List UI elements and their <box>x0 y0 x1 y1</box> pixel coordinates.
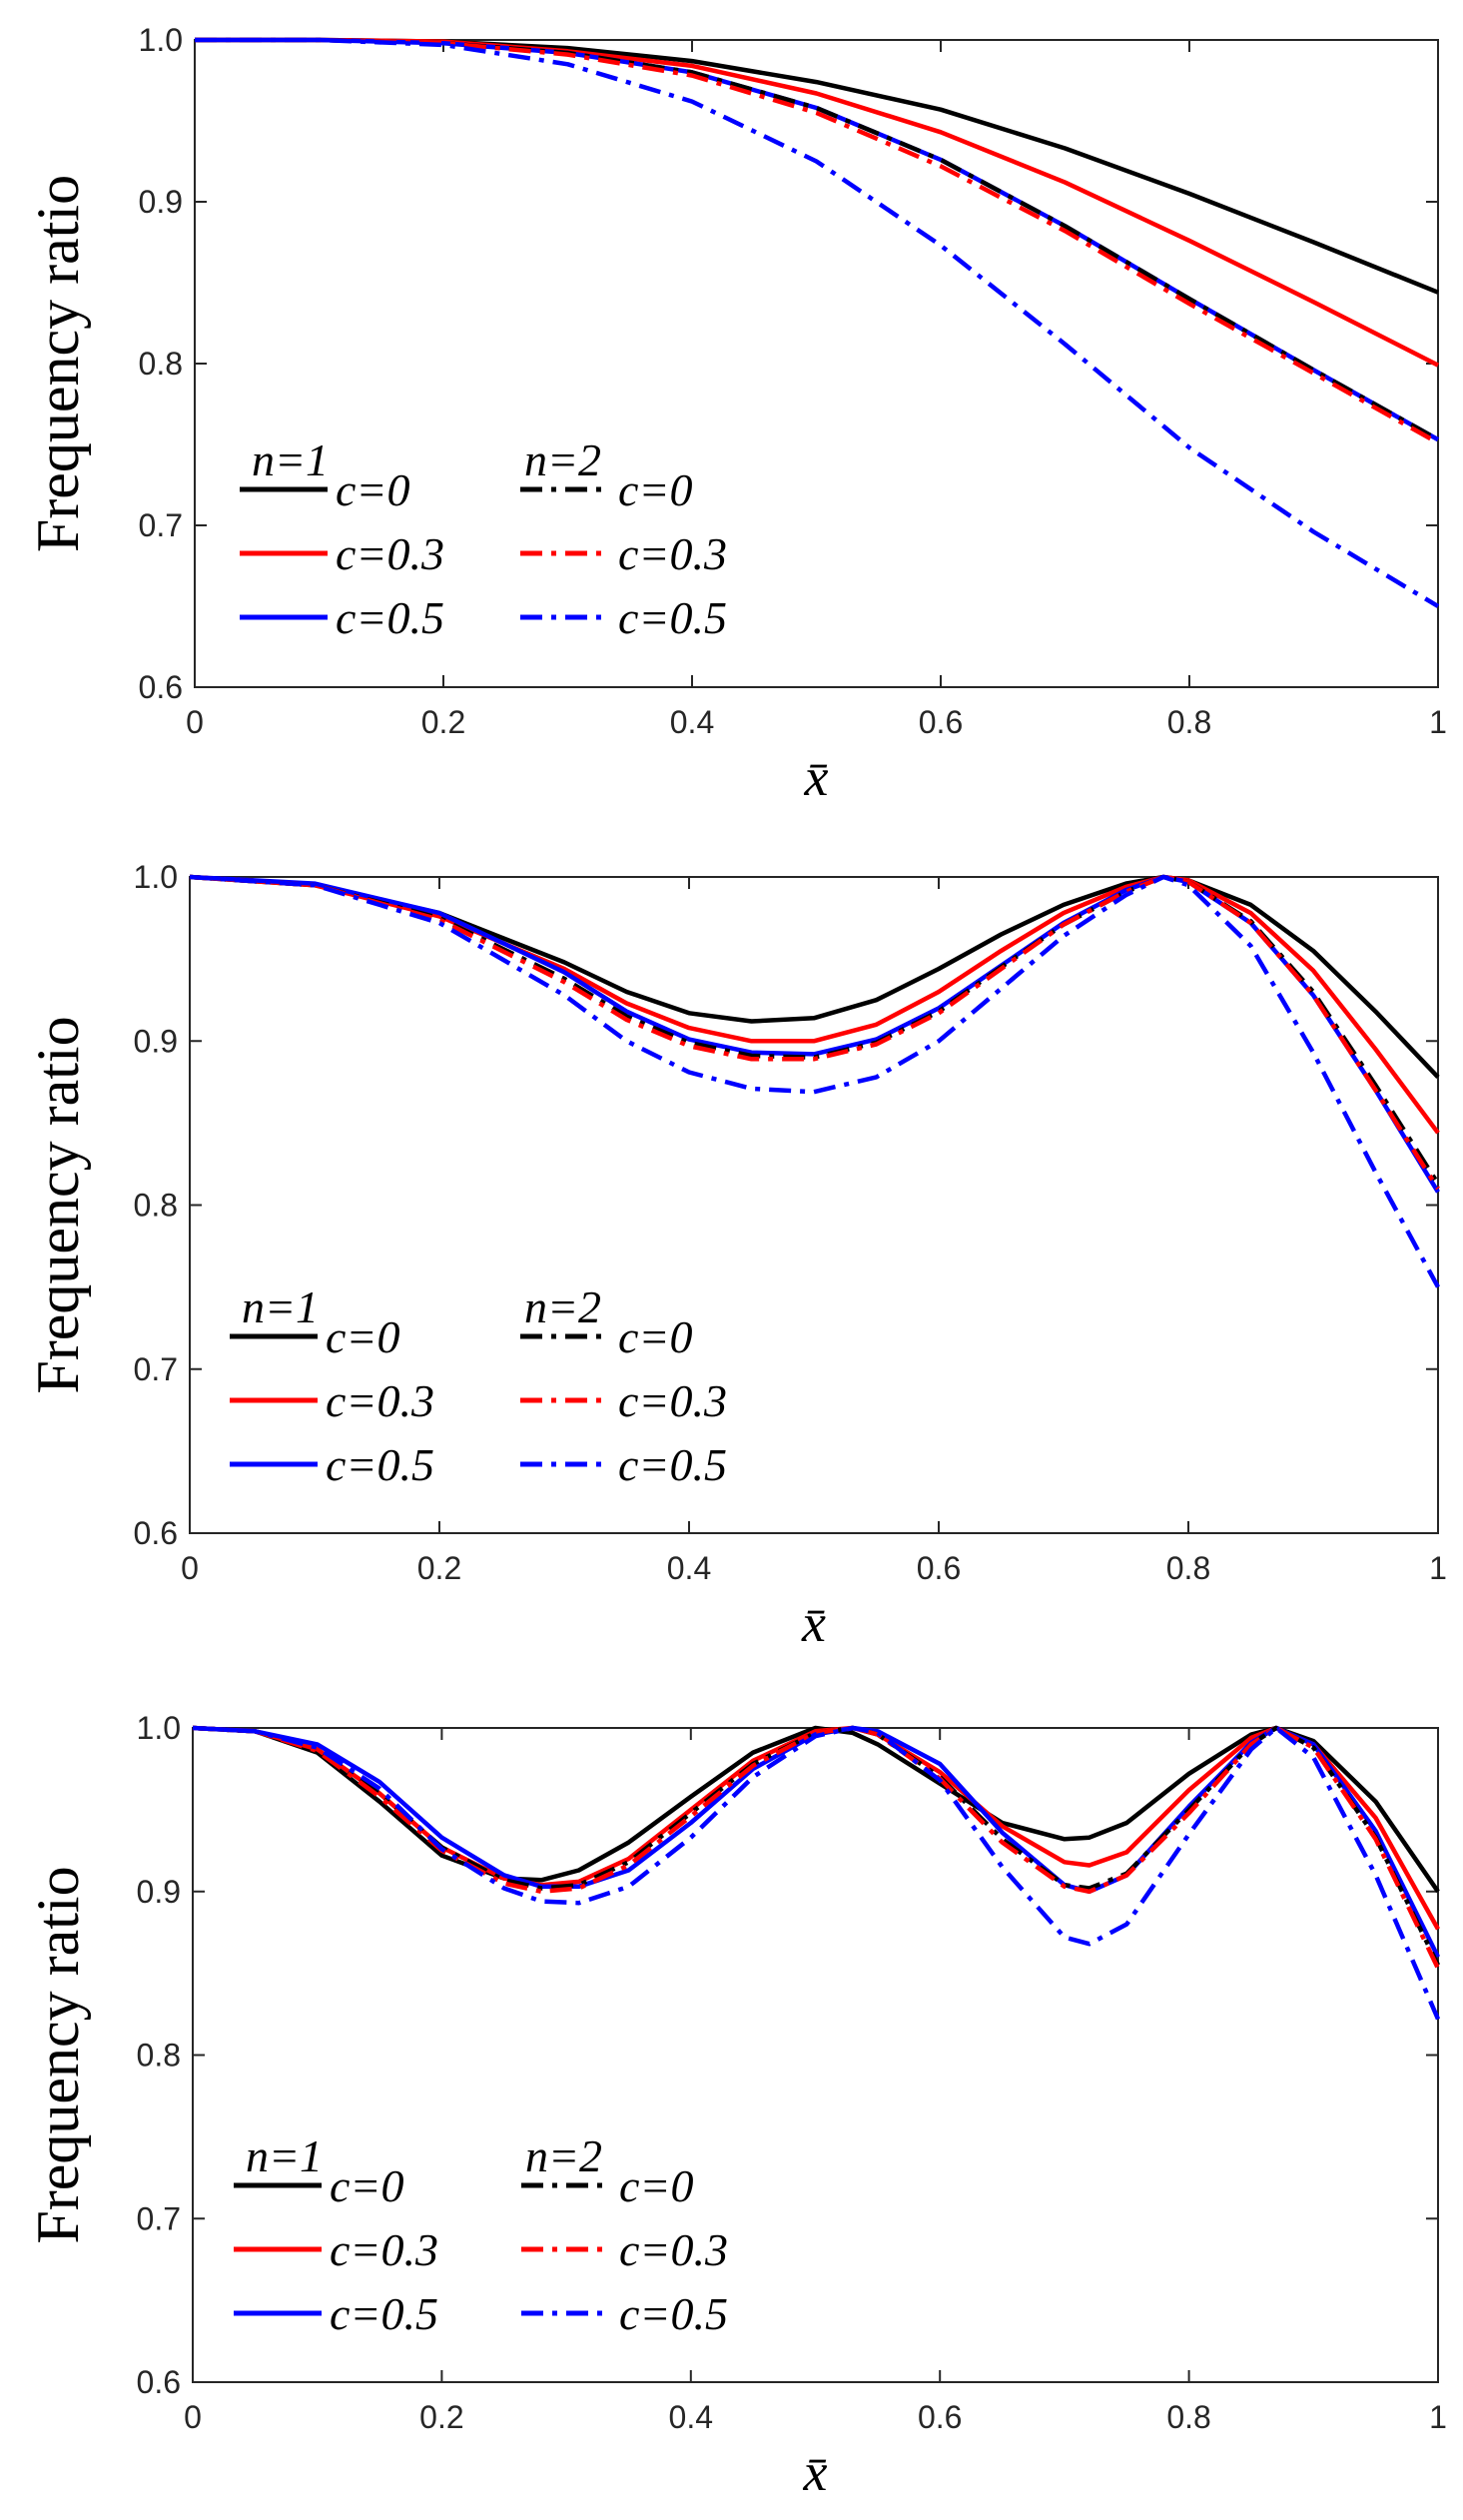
series-line-n1-c0 <box>189 874 1440 1079</box>
plot-frame <box>194 39 1439 688</box>
series-line-n1-c0 <box>195 37 1439 295</box>
legend-label-n2: c=0.3 <box>618 1375 727 1426</box>
series-line-n2-c03 <box>195 37 1440 445</box>
legend-title-n2: n=2 <box>525 2130 602 2181</box>
legend-label-n2: c=0 <box>619 2160 693 2211</box>
series-line-n2-c0 <box>195 37 1440 442</box>
legend-label-n2: c=0.5 <box>618 1439 727 1490</box>
legend-label-n1: c=0.5 <box>326 1439 434 1490</box>
series-line-n1-c03 <box>192 1725 1440 1931</box>
legend-title-n1: n=1 <box>246 2130 323 2181</box>
panel-middle: 0 0.2 0.4 0.6 0.8 1 0.6 0.7 0.8 0.9 1.0 Frequency r… <box>25 859 1447 1653</box>
legend-title-n1: n=1 <box>252 434 329 485</box>
series-line-n1-c05 <box>192 1725 1441 1959</box>
x-tick-label: 0 <box>186 704 204 740</box>
y-tick-label: 1.0 <box>134 859 178 895</box>
y-axis-label: Frequency ratio <box>25 175 91 552</box>
legend-label-n2: c=0.5 <box>619 2288 728 2339</box>
x-axis-label: x̄ <box>801 1593 826 1653</box>
series-line-n2-c05 <box>192 1725 1441 2021</box>
y-tick-label: 0.9 <box>134 1023 178 1059</box>
y-tick-label: 0.7 <box>134 1351 178 1387</box>
x-tick-label: 0.2 <box>419 2399 463 2435</box>
y-tick-label: 1.0 <box>137 1710 181 1746</box>
x-tick-label: 1 <box>1429 2399 1447 2435</box>
legend-label-n2: c=0 <box>618 464 692 515</box>
x-tick-label: 1 <box>1429 1550 1447 1586</box>
x-tick-label: 0.6 <box>918 2399 962 2435</box>
legend-label-n2: c=0.3 <box>618 528 727 579</box>
legend: n=1 n=2 c=0 c=0 c=0.3 c=0.3 c=0.5 c=0.5 <box>230 1281 727 1490</box>
y-tick-label: 0.7 <box>139 507 183 543</box>
legend-label-n1: c=0.3 <box>336 528 444 579</box>
x-tick-label: 0 <box>181 1550 199 1586</box>
y-axis-label: Frequency ratio <box>25 1016 91 1393</box>
x-tick-label: 0.4 <box>669 2399 713 2435</box>
plot-frame <box>192 1727 1439 2383</box>
series-line-n2-c0 <box>192 1725 1441 1967</box>
y-tick-label: 0.7 <box>137 2200 181 2236</box>
x-tick-label: 0.2 <box>421 704 465 740</box>
y-tick-label: 1.0 <box>139 22 183 58</box>
x-tick-label: 0.2 <box>417 1550 461 1586</box>
y-axis-label: Frequency ratio <box>25 1866 91 2243</box>
legend-label-n1: c=0.3 <box>326 1375 434 1426</box>
y-tick-label: 0.8 <box>137 2038 181 2074</box>
legend-label-n1: c=0.3 <box>330 2224 438 2275</box>
legend-label-n1: c=0.5 <box>336 592 444 643</box>
legend-title-n1: n=1 <box>242 1281 319 1332</box>
y-tick-label: 0.6 <box>134 1515 178 1551</box>
x-axis-label: x̄ <box>803 2442 828 2502</box>
y-tick-label: 0.8 <box>139 346 183 382</box>
x-tick-label: 0.4 <box>670 704 714 740</box>
plot-frame <box>189 876 1439 1534</box>
x-tick-label: 0.8 <box>1166 1550 1210 1586</box>
series-line-n2-c05 <box>189 874 1440 1288</box>
x-axis-label: x̄ <box>804 747 829 807</box>
series-line-n1-c0 <box>192 1725 1440 1894</box>
x-tick-label: 0.8 <box>1167 704 1211 740</box>
y-tick-label: 0.6 <box>139 669 183 705</box>
x-tick-label: 0.4 <box>667 1550 711 1586</box>
panel-bottom: 0 0.2 0.4 0.6 0.8 1 0.6 0.7 0.8 0.9 1.0 Frequency r… <box>25 1710 1447 2502</box>
x-tick-label: 0 <box>184 2399 202 2435</box>
legend: n=1 n=2 c=0 c=0 c=0.3 c=0.3 c=0.5 c=0.5 <box>240 434 727 643</box>
legend-label-n2: c=0 <box>618 1311 692 1362</box>
series-line-n2-c03 <box>189 874 1440 1191</box>
y-tick-label: 0.6 <box>137 2364 181 2400</box>
series-line-n2-c05 <box>195 37 1440 608</box>
legend: n=1 n=2 c=0 c=0 c=0.3 c=0.3 c=0.5 c=0.5 <box>234 2130 728 2339</box>
series-line-n2-c03 <box>192 1725 1441 1970</box>
legend-label-n1: c=0.5 <box>330 2288 438 2339</box>
x-tick-label: 0.8 <box>1166 2399 1210 2435</box>
panel-top: 0 0.2 0.4 0.6 0.8 1 0.6 0.7 0.8 0.9 1.0 Frequency r… <box>25 22 1447 807</box>
legend-title-n2: n=2 <box>524 434 601 485</box>
x-tick-label: 0.6 <box>919 704 963 740</box>
legend-label-n1: c=0 <box>330 2160 403 2211</box>
legend-title-n2: n=2 <box>524 1281 601 1332</box>
legend-label-n2: c=0.5 <box>618 592 727 643</box>
series-line-n1-c03 <box>189 874 1440 1135</box>
series-line-n1-c05 <box>195 37 1440 442</box>
y-tick-label: 0.9 <box>139 184 183 220</box>
x-tick-label: 1 <box>1429 704 1447 740</box>
legend-label-n2: c=0.3 <box>619 2224 728 2275</box>
legend-label-n1: c=0 <box>336 464 409 515</box>
y-tick-label: 0.9 <box>137 1874 181 1910</box>
x-tick-label: 0.6 <box>917 1550 961 1586</box>
legend-label-n1: c=0 <box>326 1311 399 1362</box>
y-tick-label: 0.8 <box>134 1188 178 1224</box>
series-line-n1-c03 <box>195 37 1440 368</box>
